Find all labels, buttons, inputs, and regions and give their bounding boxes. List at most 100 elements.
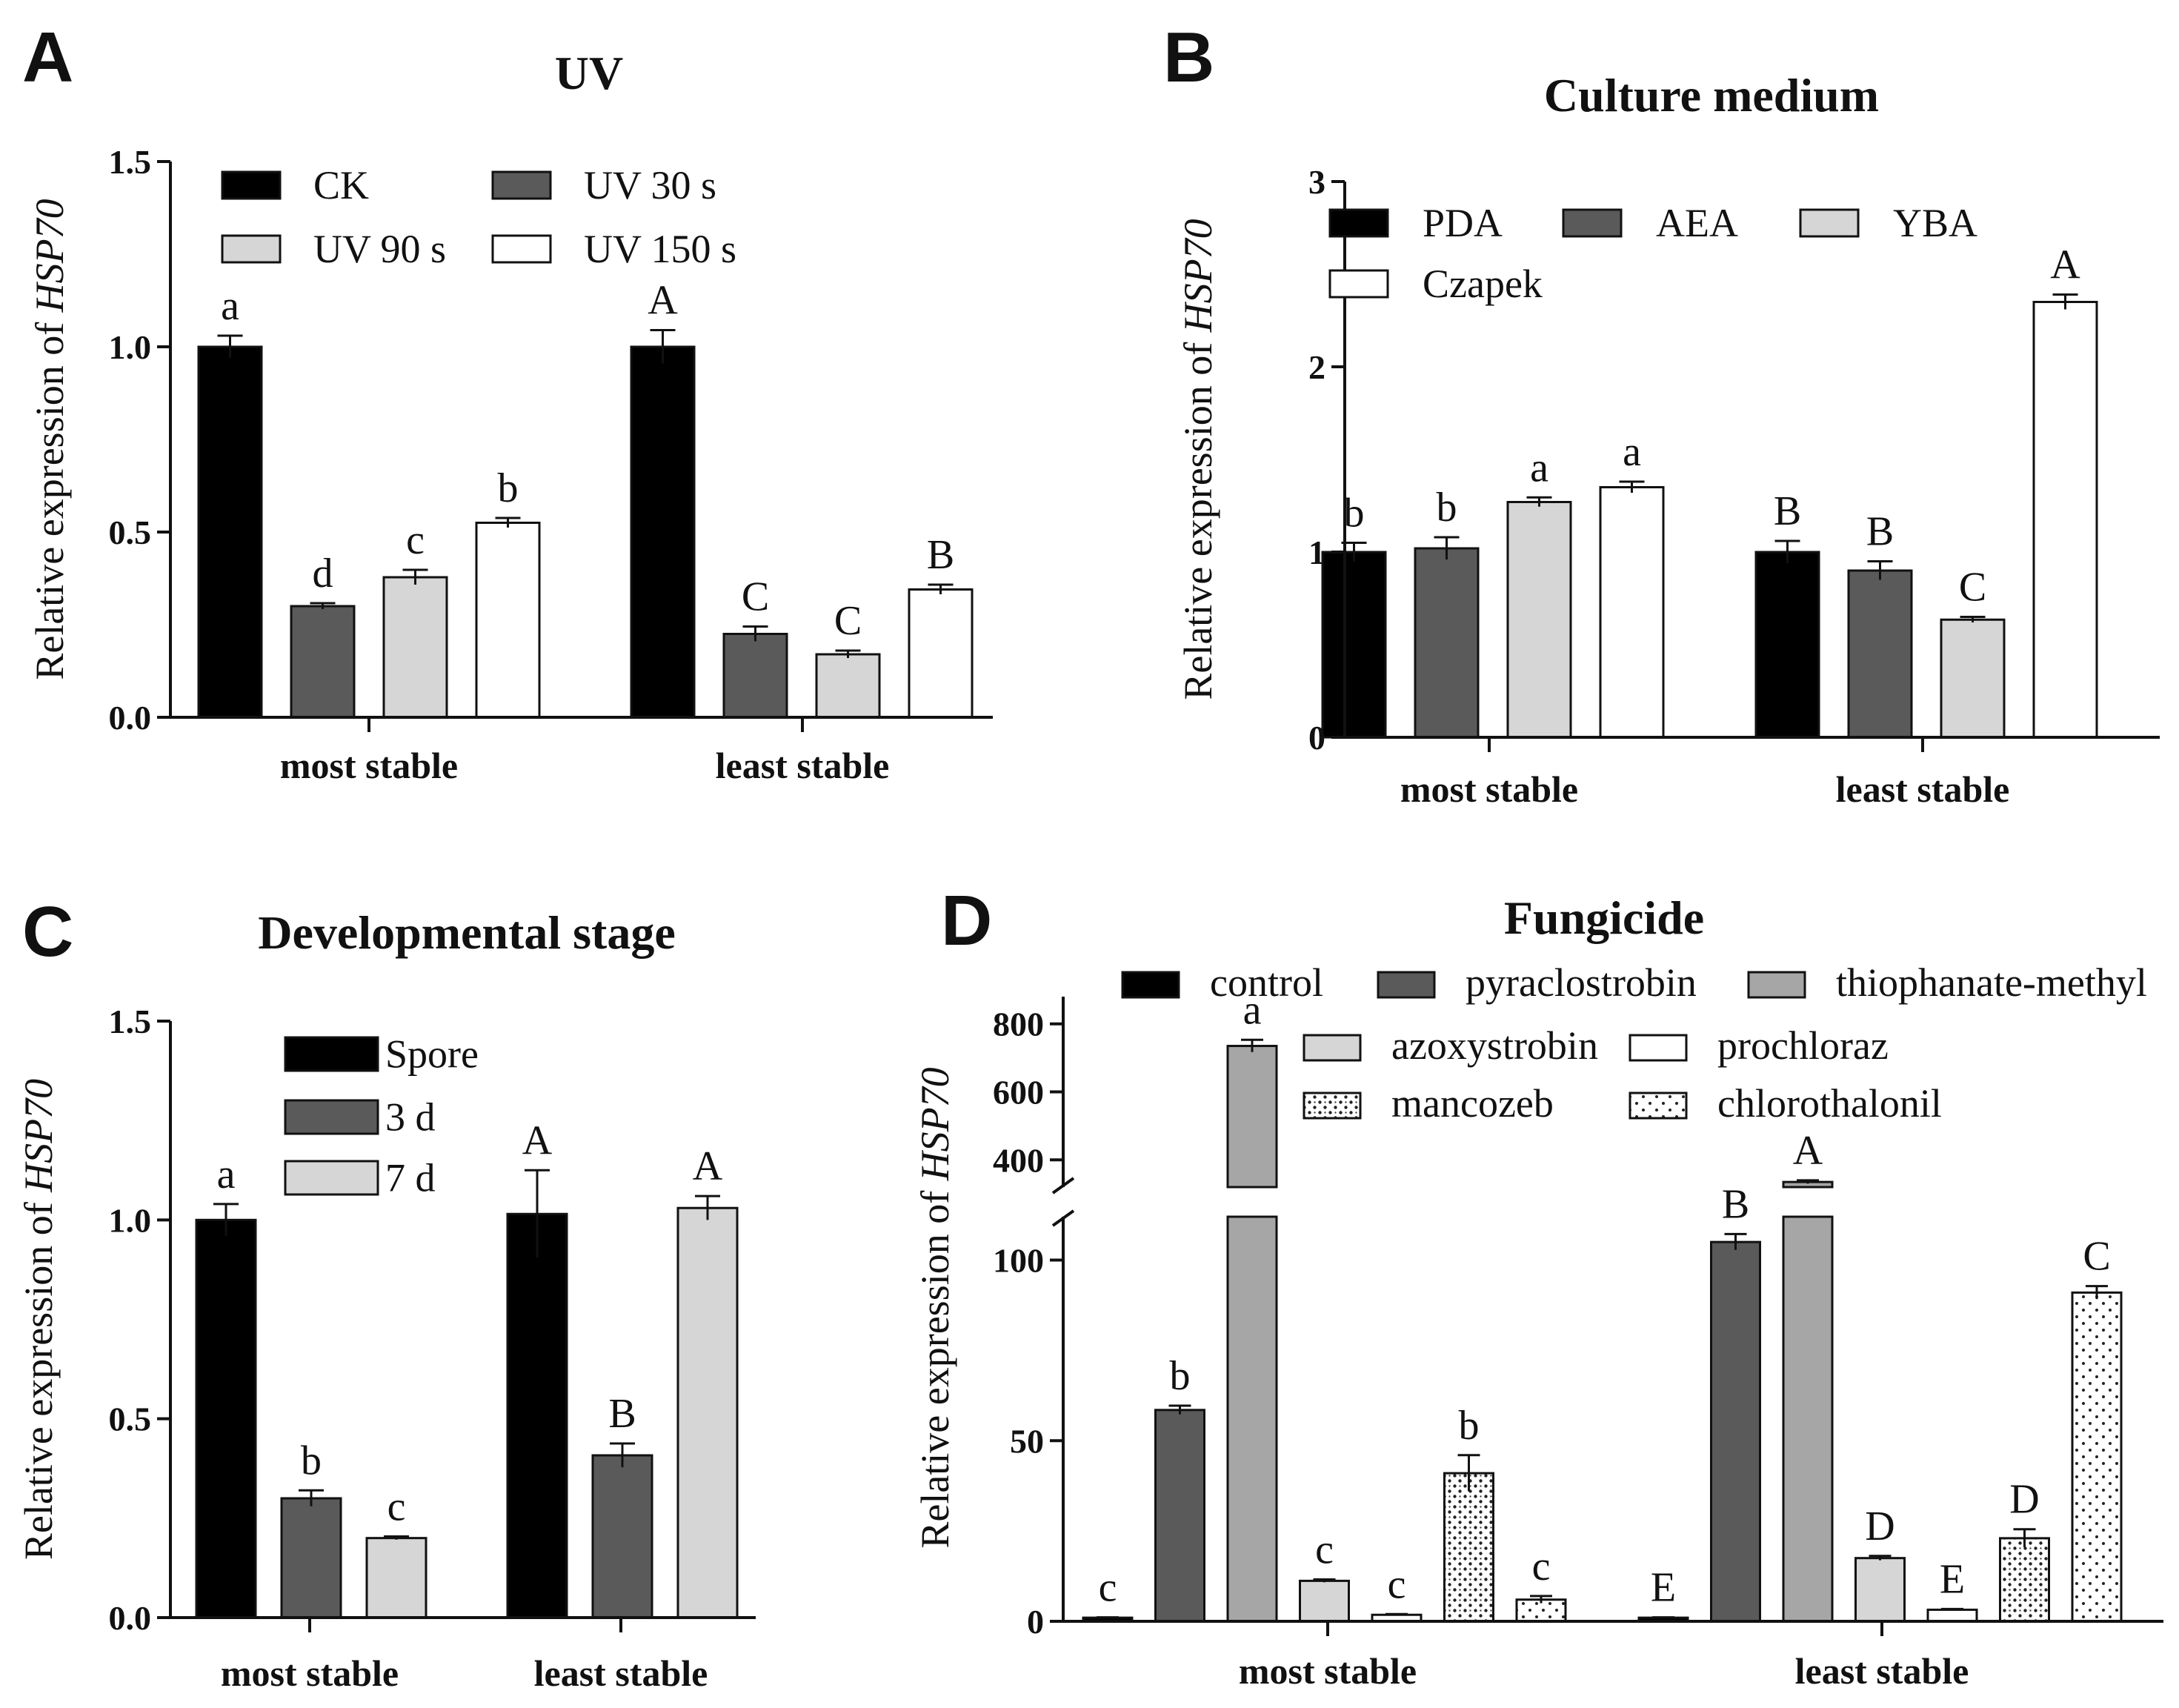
significance-letter: c — [1388, 1561, 1406, 1607]
legend-swatch — [1328, 269, 1389, 299]
significance-letter: A — [648, 278, 678, 324]
legend-label: 7 d — [385, 1156, 436, 1200]
y-tick-label: 100 — [993, 1242, 1044, 1280]
bar-yba — [1506, 501, 1572, 739]
legend-label: control — [1210, 960, 1323, 1005]
bar-uv-30-s — [722, 633, 788, 719]
bar-uv-90-s — [815, 653, 881, 719]
y-axis-label-gene: HSP70 — [913, 1067, 957, 1181]
bar-7-d — [676, 1206, 739, 1619]
panel-letter-d: D — [941, 881, 992, 960]
y-axis-label: Relative expression of HSP70 — [1176, 219, 1220, 700]
panel-title: Culture medium — [1544, 69, 1879, 122]
significance-letter: C — [742, 574, 769, 620]
significance-letter: b — [1459, 1403, 1480, 1449]
legend-swatch — [1629, 1091, 1688, 1120]
legend-label: 3 d — [385, 1095, 436, 1140]
y-axis-label: Relative expression of HSP70 — [27, 199, 72, 679]
legend-swatch — [1629, 1034, 1688, 1062]
legend-swatch — [1121, 971, 1180, 999]
bar-uv-150-s — [908, 588, 974, 719]
y-tick-label: 800 — [993, 1006, 1044, 1043]
legend-label: chlorothalonil — [1717, 1081, 1942, 1126]
y-tick-label: 0 — [1027, 1603, 1044, 1641]
bar-thiophanate-methyl — [1782, 1215, 1834, 1623]
bar-uv-150-s — [475, 522, 541, 719]
legend-label: UV 150 s — [584, 227, 736, 271]
axes-layer: 0.0 0.5 1.0 1.5 most stable least stable Relat… — [27, 143, 993, 786]
legend-label: UV 30 s — [584, 163, 716, 207]
bar-uv-90-s — [382, 576, 448, 719]
significance-letter: D — [2009, 1477, 2039, 1523]
panel-culture-medium: B Culture medium b Bb Ba Ca A 0 1 2 3 most stabl… — [1163, 18, 2160, 810]
legend: CK UV 30 s UV 90 s UV 150 s — [221, 163, 736, 271]
panel-uv: A UV a Ad Cc Cb B 0.0 0.5 1.0 1.5 most stable lea… — [22, 18, 993, 786]
legend-label: pyraclostrobin — [1466, 960, 1697, 1005]
y-axis-label-gene: HSP70 — [1176, 219, 1220, 333]
legend: control pyraclostrobin thiophanate-methyl a… — [1121, 960, 2147, 1126]
significance-letter: B — [608, 1391, 636, 1437]
significance-letter: B — [1722, 1181, 1749, 1227]
x-category-label: least stable — [716, 745, 890, 786]
legend-label: mancozeb — [1391, 1081, 1554, 1126]
y-tick-label: 0.5 — [109, 514, 152, 551]
legend-label: UV 90 s — [313, 227, 446, 271]
legend-swatch — [284, 1036, 379, 1072]
legend-swatch — [491, 234, 552, 264]
significance-letter: C — [834, 598, 862, 644]
bar-czapek — [2032, 301, 2098, 739]
y-axis-label-prefix: Relative expression of — [913, 1180, 957, 1548]
legend-swatch — [221, 234, 282, 264]
bar-czapek — [1599, 486, 1665, 739]
significance-letter: a — [1623, 429, 1641, 475]
legend-swatch — [284, 1160, 379, 1196]
significance-letter: E — [1940, 1556, 1965, 1602]
y-tick-label: 400 — [993, 1141, 1044, 1179]
axes-layer: 0.0 0.5 1.0 1.5 most stable least stable Relat… — [16, 1003, 756, 1694]
legend-swatch — [284, 1099, 379, 1135]
bar-pyraclostrobin — [1154, 1409, 1205, 1623]
y-axis-label-prefix: Relative expression of — [1176, 332, 1220, 700]
y-tick-label: 0.0 — [109, 699, 152, 737]
y-tick-label: 50 — [1010, 1422, 1044, 1460]
x-category-label: least stable — [1795, 1650, 1969, 1692]
bars-layer: a Ad Cc Cb B — [197, 278, 974, 719]
legend-swatch — [1328, 208, 1389, 238]
significance-letter: b — [301, 1438, 322, 1483]
axis-break-mark — [1051, 1209, 1075, 1227]
bar-pda — [1321, 551, 1387, 739]
panel-title: Fungicide — [1504, 891, 1704, 944]
axis-break-mark — [1051, 1177, 1075, 1194]
significance-letter: B — [1774, 488, 1801, 534]
bar-7-d — [365, 1537, 428, 1619]
panel-letter-b: B — [1163, 18, 1214, 97]
y-axis-label-prefix: Relative expression of — [16, 1192, 61, 1560]
bar-uv-30-s — [290, 605, 356, 719]
legend-swatch — [1303, 1091, 1362, 1120]
significance-letter: c — [387, 1484, 406, 1530]
bar-ck — [197, 345, 263, 719]
legend-label: Spore — [385, 1032, 479, 1077]
x-category-label: least stable — [534, 1652, 708, 1694]
legend-swatch — [1747, 971, 1806, 999]
legend-swatch — [221, 170, 282, 200]
legend-label: AEA — [1656, 201, 1738, 245]
panel-developmental-stage: C Developmental stage a Ab Bc A 0.0 0.5 1.0 1.… — [16, 892, 756, 1694]
legend: PDA AEA YBA Czapek — [1328, 201, 1977, 306]
significance-letter: a — [1243, 987, 1262, 1033]
y-axis-label-prefix: Relative expression of — [27, 312, 72, 679]
significance-letter: c — [1532, 1543, 1551, 1589]
significance-letter: D — [1865, 1503, 1894, 1549]
y-tick-label: 1.5 — [109, 143, 152, 181]
significance-letter: d — [313, 551, 333, 597]
panel-title: Developmental stage — [258, 906, 675, 959]
bar-prochloraz — [1926, 1608, 1978, 1623]
y-tick-label: 2 — [1308, 348, 1325, 386]
bar-mancozeb — [1999, 1537, 2050, 1623]
significance-letter: a — [221, 283, 239, 329]
significance-letter: c — [1099, 1565, 1117, 1611]
bar-thiophanate-methyl — [1226, 1045, 1278, 1189]
y-tick-label: 1 — [1308, 534, 1325, 571]
x-category-label: most stable — [280, 745, 458, 786]
significance-letter: b — [1344, 491, 1365, 536]
